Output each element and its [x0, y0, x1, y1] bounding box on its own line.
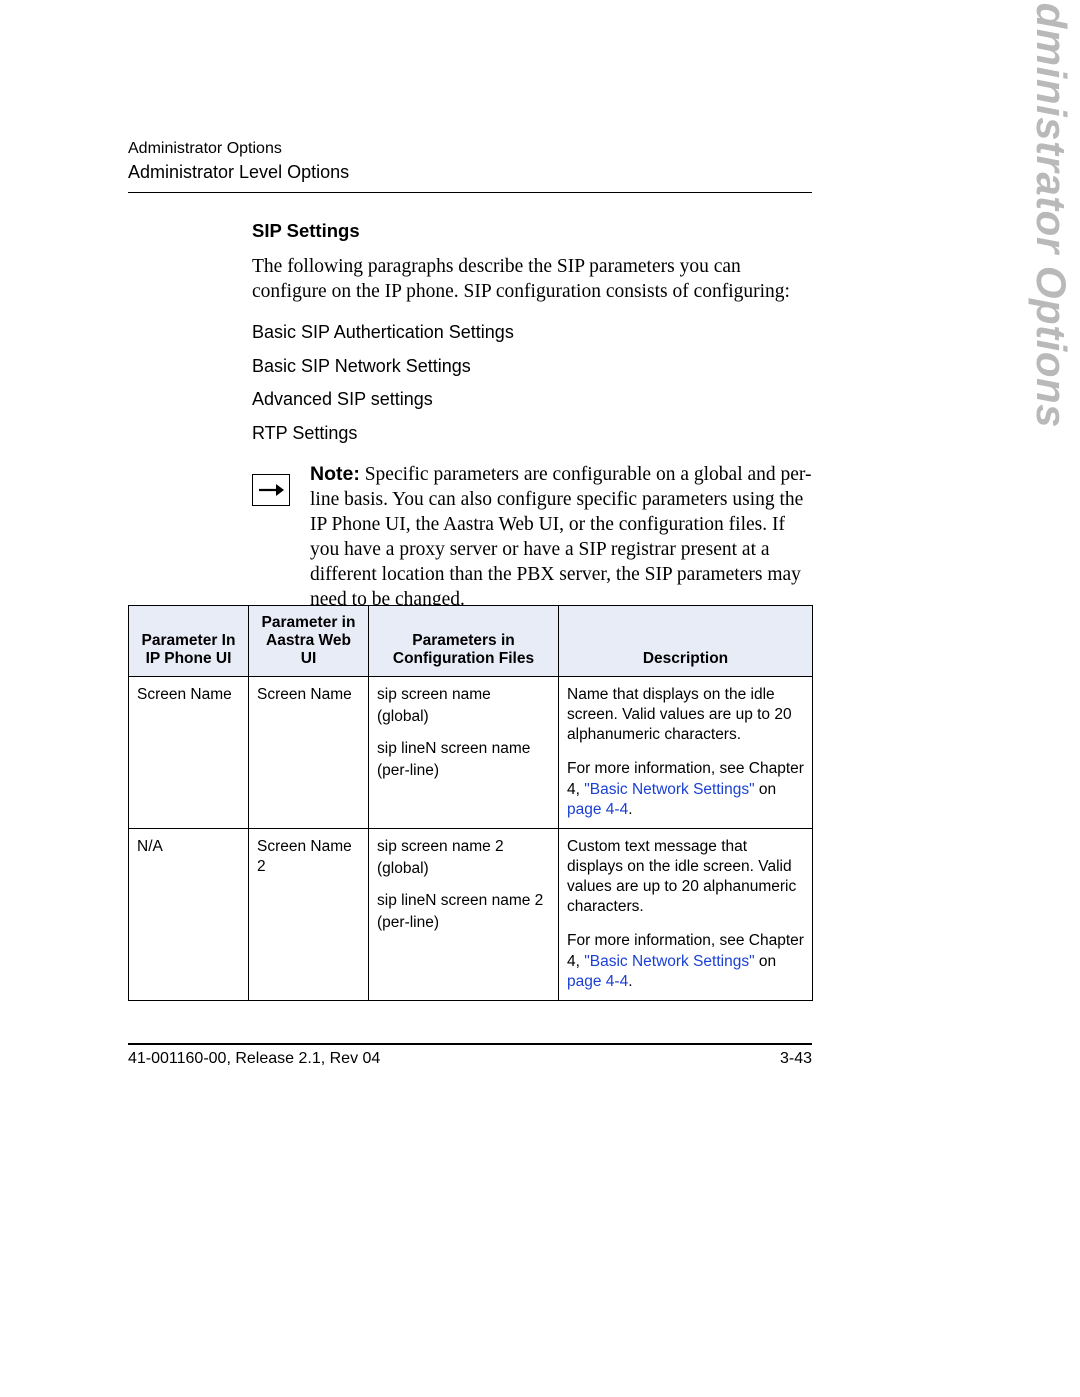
parameters-table: Parameter InIP Phone UI Parameter inAast…	[128, 605, 813, 1001]
page-subtitle: Administrator Level Options	[128, 162, 812, 183]
link-page-ref[interactable]: page 4-4	[567, 973, 628, 990]
desc-main: Custom text message that displays on the…	[567, 837, 804, 918]
desc-more: For more information, see Chapter 4, "Ba…	[567, 931, 804, 991]
cell-description: Name that displays on the idle screen. V…	[559, 677, 813, 829]
document-page: Administrator Options Administrator Leve…	[0, 0, 1080, 1397]
cell-phone-ui: N/A	[129, 828, 249, 1000]
note-label: Note:	[310, 463, 360, 485]
cell-description: Custom text message that displays on the…	[559, 828, 813, 1000]
list-item: Basic SIP Authertication Settings	[252, 319, 812, 347]
cfg-perline-scope: (per-line)	[377, 913, 550, 933]
cell-web-ui: Screen Name 2	[249, 828, 369, 1000]
table-row: N/A Screen Name 2 sip screen name 2 (glo…	[129, 828, 813, 1000]
note-icon-wrap	[252, 462, 298, 506]
cfg-global-scope: (global)	[377, 859, 550, 879]
cell-config-files: sip screen name (global) sip lineN scree…	[369, 677, 559, 829]
footer-right: 3-43	[780, 1050, 812, 1068]
breadcrumb: Administrator Options	[128, 140, 812, 158]
footer-rule	[128, 1043, 812, 1045]
list-item: Advanced SIP settings	[252, 386, 812, 414]
cfg-perline: sip lineN screen name 2	[377, 891, 550, 911]
note-text: Note: Specific parameters are configurab…	[298, 462, 812, 613]
desc-more: For more information, see Chapter 4, "Ba…	[567, 759, 804, 819]
note-body: Specific parameters are configurable on …	[310, 464, 812, 610]
link-page-ref[interactable]: page 4-4	[567, 801, 628, 818]
cfg-global: sip screen name 2	[377, 837, 550, 857]
cell-config-files: sip screen name 2 (global) sip lineN scr…	[369, 828, 559, 1000]
desc-mid: on	[755, 953, 777, 970]
cfg-perline-scope: (per-line)	[377, 761, 550, 781]
page-header: Administrator Options Administrator Leve…	[128, 140, 812, 191]
note-box: Note: Specific parameters are configurab…	[252, 462, 812, 613]
cfg-global-scope: (global)	[377, 707, 550, 727]
cell-web-ui: Screen Name	[249, 677, 369, 829]
intro-paragraph: The following paragraphs describe the SI…	[252, 254, 812, 305]
side-chapter-label: Administrator Options	[1027, 0, 1075, 428]
header-rule	[128, 192, 812, 193]
footer-left: 41-001160-00, Release 2.1, Rev 04	[128, 1050, 380, 1068]
list-item: RTP Settings	[252, 420, 812, 448]
table-header-row: Parameter InIP Phone UI Parameter inAast…	[129, 606, 813, 677]
cell-phone-ui: Screen Name	[129, 677, 249, 829]
link-basic-network-settings[interactable]: "Basic Network Settings"	[584, 781, 754, 798]
desc-post: .	[628, 801, 632, 818]
settings-list: Basic SIP Authertication Settings Basic …	[252, 319, 812, 449]
col-header-config-files: Parameters inConfiguration Files	[369, 606, 559, 677]
cfg-global: sip screen name	[377, 685, 550, 705]
link-basic-network-settings[interactable]: "Basic Network Settings"	[584, 953, 754, 970]
arrow-right-icon	[252, 474, 290, 506]
col-header-description: Description	[559, 606, 813, 677]
cfg-perline: sip lineN screen name	[377, 739, 550, 759]
desc-main: Name that displays on the idle screen. V…	[567, 685, 804, 745]
desc-mid: on	[755, 781, 777, 798]
col-header-phone-ui: Parameter InIP Phone UI	[129, 606, 249, 677]
list-item: Basic SIP Network Settings	[252, 353, 812, 381]
section-heading: SIP Settings	[252, 220, 812, 242]
col-header-web-ui: Parameter inAastra Web UI	[249, 606, 369, 677]
table-row: Screen Name Screen Name sip screen name …	[129, 677, 813, 829]
desc-post: .	[628, 973, 632, 990]
